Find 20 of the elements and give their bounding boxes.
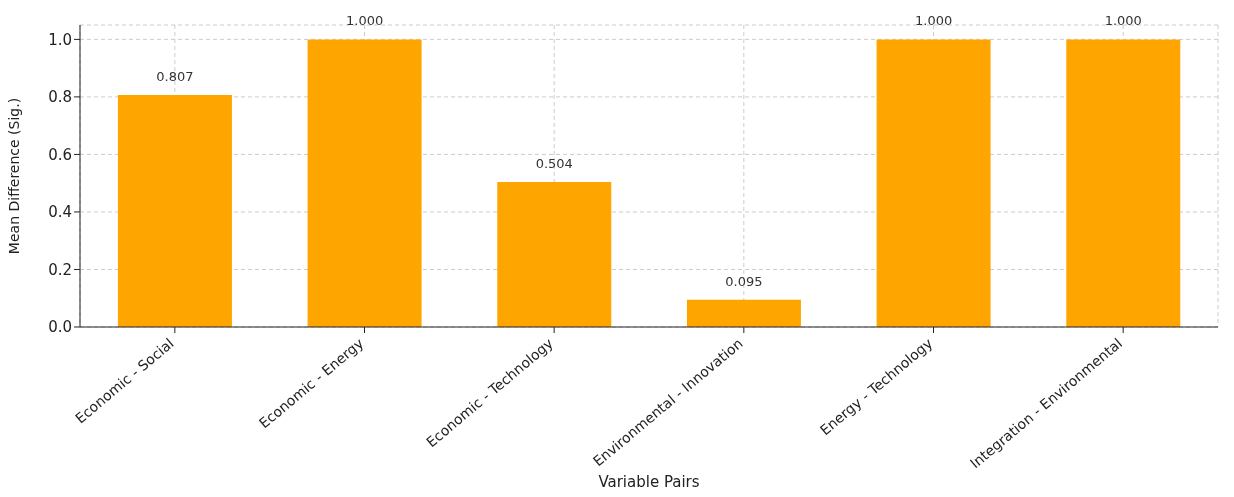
data-label: 1.000	[914, 13, 953, 29]
data-label: 0.807	[156, 68, 194, 84]
bar	[1066, 39, 1181, 327]
bar	[686, 299, 801, 327]
y-tick-label: 0.8	[48, 88, 72, 107]
y-tick-label: 0.2	[48, 260, 72, 279]
data-label: 1.000	[1104, 13, 1142, 29]
bar	[876, 39, 991, 327]
bar	[307, 39, 422, 327]
y-tick-label: 0.6	[48, 145, 72, 164]
data-label: 1.000	[345, 13, 384, 29]
bar	[117, 94, 232, 327]
data-label: 0.095	[725, 273, 763, 289]
data-label: 0.504	[535, 156, 573, 172]
bar	[497, 182, 612, 327]
x-axis-title: Variable Pairs	[598, 473, 700, 491]
y-tick-label: 0.4	[48, 203, 72, 222]
y-tick-label: 1.0	[48, 30, 72, 49]
y-axis-title: Mean Difference (Sig.)	[5, 97, 22, 255]
y-tick-label: 0.0	[48, 318, 72, 337]
